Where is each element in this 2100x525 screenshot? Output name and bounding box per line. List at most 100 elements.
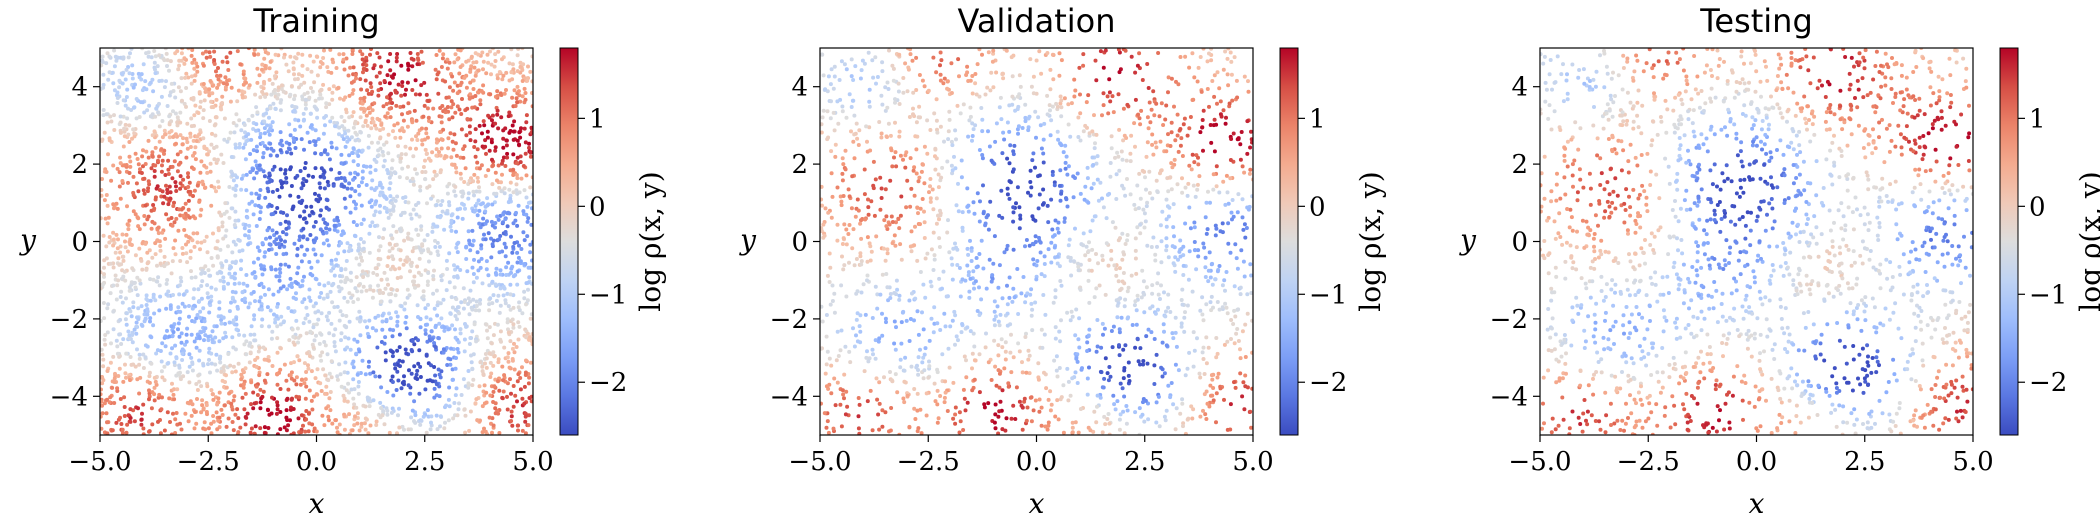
scatter-point <box>409 237 414 242</box>
scatter-point <box>1005 243 1010 248</box>
scatter-point <box>1122 304 1127 309</box>
scatter-point <box>210 392 215 397</box>
scatter-point <box>456 350 461 355</box>
scatter-point <box>504 138 509 143</box>
scatter-point <box>232 299 237 304</box>
scatter-point <box>321 296 326 301</box>
scatter-point <box>453 335 458 340</box>
scatter-point <box>496 293 501 298</box>
scatter-point <box>481 59 486 64</box>
scatter-point <box>406 63 411 68</box>
scatter-point <box>398 248 403 253</box>
scatter-point <box>121 98 126 103</box>
scatter-point <box>109 178 114 183</box>
scatter-point <box>484 71 489 76</box>
scatter-point <box>485 196 490 201</box>
scatter-point <box>268 141 273 146</box>
scatter-point <box>228 130 233 135</box>
scatter-point <box>326 414 331 419</box>
scatter-point <box>325 222 330 227</box>
scatter-point <box>239 128 244 133</box>
scatter-point <box>457 107 462 112</box>
scatter-point <box>892 319 897 324</box>
scatter-point <box>914 120 919 125</box>
scatter-point <box>216 179 221 184</box>
scatter-point <box>425 339 430 344</box>
scatter-point <box>529 206 533 211</box>
scatter-point <box>1233 242 1238 247</box>
scatter-point <box>371 398 376 403</box>
scatter-point <box>348 210 353 215</box>
scatter-point <box>344 314 349 318</box>
scatter-point <box>192 319 197 324</box>
scatter-point <box>115 386 120 391</box>
scatter-point <box>521 164 526 168</box>
scatter-point <box>439 274 444 279</box>
scatter-point <box>243 76 248 81</box>
scatter-point <box>308 233 313 237</box>
scatter-point <box>231 178 236 183</box>
scatter-point <box>218 278 223 283</box>
scatter-point <box>1172 234 1176 239</box>
scatter-point <box>320 350 325 355</box>
scatter-point <box>372 188 377 192</box>
scatter-point <box>478 102 483 107</box>
scatter-point <box>258 400 263 405</box>
scatter-point <box>211 414 216 418</box>
scatter-point <box>233 271 237 276</box>
scatter-point <box>198 99 203 104</box>
scatter-point <box>1223 301 1228 306</box>
scatter-point <box>267 171 272 176</box>
scatter-point <box>389 287 394 292</box>
scatter-point <box>137 362 142 367</box>
scatter-point <box>320 413 325 418</box>
scatter-point <box>490 242 495 247</box>
scatter-point <box>221 161 226 165</box>
scatter-point <box>909 364 914 369</box>
scatter-point <box>270 167 275 172</box>
scatter-point <box>277 278 282 283</box>
scatter-point <box>329 375 334 380</box>
scatter-point <box>235 175 239 180</box>
scatter-point <box>275 304 280 309</box>
scatter-point <box>247 360 252 365</box>
scatter-point <box>486 168 491 173</box>
scatter-point <box>191 96 196 100</box>
scatter-point <box>497 250 502 255</box>
scatter-point <box>107 138 112 143</box>
scatter-point <box>176 321 181 326</box>
scatter-point <box>437 372 442 377</box>
scatter-point <box>526 287 530 292</box>
scatter-point <box>868 148 873 153</box>
scatter-point <box>132 131 137 136</box>
scatter-point <box>1117 330 1122 335</box>
scatter-point <box>387 208 392 213</box>
scatter-point <box>244 352 249 357</box>
scatter-point <box>521 230 526 235</box>
scatter-point <box>1090 247 1095 252</box>
scatter-point <box>130 63 135 68</box>
scatter-point <box>153 54 158 59</box>
scatter-point <box>239 187 244 192</box>
scatter-point <box>174 189 179 193</box>
scatter-point <box>282 319 286 324</box>
scatter-point <box>100 193 104 198</box>
scatter-point <box>1033 165 1037 170</box>
scatter-point <box>466 296 471 301</box>
scatter-point <box>434 153 439 158</box>
scatter-point <box>453 327 457 332</box>
scatter-point <box>131 105 136 110</box>
scatter-point <box>208 54 213 59</box>
scatter-point <box>512 119 517 124</box>
scatter-point <box>297 238 302 242</box>
scatter-point <box>356 242 361 247</box>
scatter-point <box>144 303 149 307</box>
scatter-point <box>479 89 484 93</box>
scatter-point <box>311 247 316 252</box>
scatter-point <box>117 170 122 175</box>
scatter-point <box>844 227 849 232</box>
scatter-point <box>388 115 393 120</box>
scatter-point <box>347 319 352 324</box>
scatter-point <box>335 425 339 430</box>
scatter-point <box>359 203 364 208</box>
